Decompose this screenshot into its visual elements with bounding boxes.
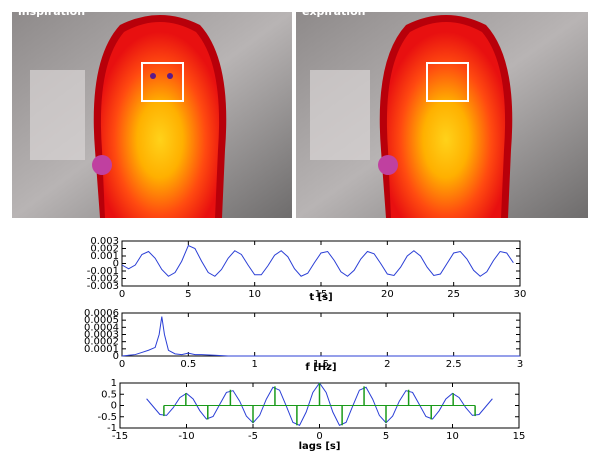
x-tick-label: 10 xyxy=(248,289,261,300)
x-tick-label: 15 xyxy=(315,289,328,300)
x-tick-label: 5 xyxy=(383,431,389,442)
y-tick-label: 0.001 xyxy=(90,251,119,262)
x-axis-label: lags [s] xyxy=(299,441,341,452)
x-tick-label: 25 xyxy=(447,289,460,300)
image-label: inspiration xyxy=(18,5,85,18)
x-tick-label: 5 xyxy=(185,289,191,300)
y-tick-label: 1 xyxy=(111,378,117,389)
y-tick-label: 0.002 xyxy=(90,244,119,255)
x-tick-label: -5 xyxy=(248,431,258,442)
x-tick-label: 3 xyxy=(517,359,523,370)
y-tick-label: 0.5 xyxy=(101,389,117,400)
y-tick-label: 0.0003 xyxy=(84,330,119,341)
y-tick-label: 0.0002 xyxy=(84,337,119,348)
x-axis-label: f [Hz] xyxy=(305,362,336,373)
x-tick-label: 0 xyxy=(316,431,322,442)
y-tick-label: 0 xyxy=(113,259,119,270)
y-tick-label: -0.003 xyxy=(87,281,119,292)
plot-area xyxy=(121,240,521,287)
x-tick-label: -10 xyxy=(178,431,194,442)
y-tick-label: 0.0001 xyxy=(84,344,119,355)
x-tick-label: 1.5 xyxy=(313,359,329,370)
x-tick-label: 30 xyxy=(514,289,527,300)
y-tick-label: 0.0004 xyxy=(84,322,119,333)
x-tick-label: 0 xyxy=(119,289,125,300)
x-tick-label: 15 xyxy=(513,431,526,442)
x-axis-label: t [s] xyxy=(309,292,332,303)
plot-area xyxy=(121,312,521,357)
y-tick-label: 0 xyxy=(113,351,119,362)
y-tick-label: -0.5 xyxy=(97,412,117,423)
thermal-image-left: inspiration xyxy=(12,5,292,218)
y-tick-label: 0.0005 xyxy=(84,315,119,326)
x-tick-label: 10 xyxy=(446,431,459,442)
x-tick-label: 2 xyxy=(384,359,390,370)
y-tick-label: -0.001 xyxy=(87,266,119,277)
data-line xyxy=(121,316,520,357)
y-tick-label: 0.003 xyxy=(90,236,119,247)
y-tick-label: 0 xyxy=(111,401,117,412)
x-tick-label: 2.5 xyxy=(446,359,462,370)
thermal-image-right: expiration xyxy=(296,5,588,218)
data-line xyxy=(121,244,514,277)
y-tick-label: 0.0006 xyxy=(84,308,119,319)
y-tick-label: -1 xyxy=(107,423,117,434)
x-tick-label: 0 xyxy=(119,359,125,370)
y-tick-label: -0.002 xyxy=(87,274,119,285)
x-tick-label: -15 xyxy=(112,431,128,442)
image-label: expiration xyxy=(302,5,365,18)
x-tick-label: 1 xyxy=(251,359,257,370)
x-tick-label: 0.5 xyxy=(180,359,196,370)
x-tick-label: 20 xyxy=(381,289,394,300)
